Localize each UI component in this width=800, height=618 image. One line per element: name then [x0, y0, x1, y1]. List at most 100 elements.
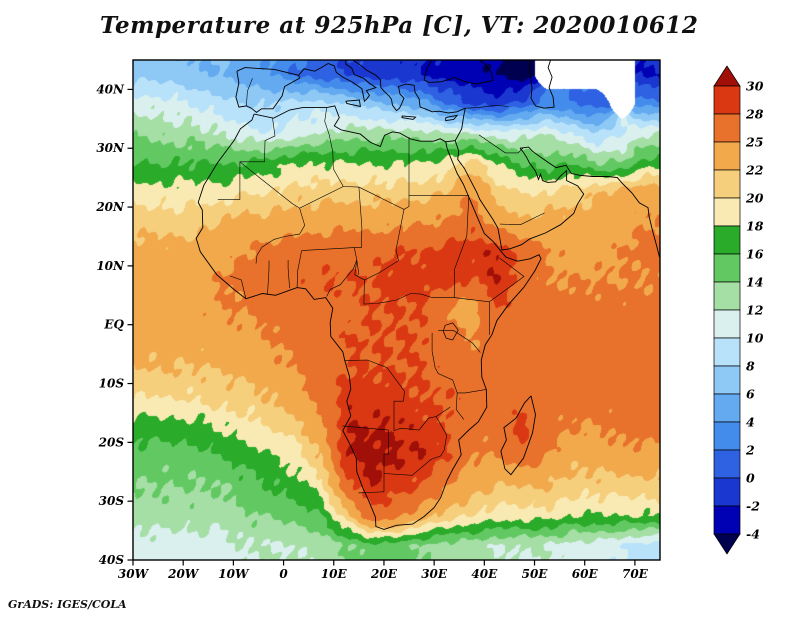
country-border: [383, 430, 389, 492]
lon-tick-label: 10W: [218, 567, 250, 581]
lon-tick-label: 50E: [522, 567, 549, 581]
country-border: [358, 491, 385, 494]
coastline: [401, 115, 417, 120]
coastline: [235, 67, 301, 113]
lon-tick-label: 20E: [370, 567, 398, 581]
lat-tick-label: 30N: [96, 141, 125, 155]
colorbar-band: [713, 169, 741, 199]
country-border: [499, 212, 545, 226]
colorbar-tick-label: 10: [746, 331, 764, 346]
country-border: [478, 134, 524, 154]
country-border: [296, 250, 302, 288]
temperature-field: [133, 60, 660, 560]
coastline: [445, 114, 459, 122]
country-border: [453, 195, 470, 298]
country-border: [431, 332, 465, 420]
lat-tick-label: 30S: [99, 494, 125, 508]
country-border: [438, 330, 481, 353]
colorbar-band: [713, 505, 741, 535]
coastline: [423, 60, 433, 81]
lat-tick-label: 40N: [96, 82, 125, 96]
coastline: [298, 60, 377, 103]
colorbar-band: [713, 85, 741, 115]
colorbar-tick-label: -2: [746, 499, 760, 514]
colorbar-band: [713, 337, 741, 367]
lon-tick-label: 10E: [321, 567, 348, 581]
lat-tick-label: EQ: [103, 318, 124, 332]
country-border: [217, 118, 276, 200]
country-border: [287, 260, 290, 289]
colorbar-band: [713, 225, 741, 255]
lon-tick-label: 70E: [622, 567, 649, 581]
country-border: [342, 425, 389, 431]
coastline: [352, 60, 466, 114]
colorbar-tick-label: 18: [746, 219, 764, 234]
lon-tick-label: 20W: [167, 567, 200, 581]
colorbar-band: [713, 141, 741, 171]
coastline: [500, 395, 536, 476]
colorbar-tick-label: 4: [746, 415, 755, 430]
country-border: [432, 297, 490, 303]
map-frame: [132, 59, 661, 561]
colorbar-band: [713, 421, 741, 451]
country-border: [255, 208, 306, 264]
lat-tick-label: 10S: [99, 377, 125, 391]
colorbar-band: [713, 281, 741, 311]
grads-credit: GrADS: IGES/COLA: [8, 598, 127, 611]
colorbar-band: [713, 477, 741, 507]
map-outlines-layer: [195, 60, 660, 530]
colorbar-arrow-below: [713, 533, 741, 555]
lon-tick-label: 60E: [572, 567, 599, 581]
colorbar-tick-label: 22: [745, 163, 764, 178]
country-border: [246, 78, 253, 106]
lake-outline: [442, 322, 459, 341]
plot-title: Temperature at 925hPa [C], VT: 202001061…: [100, 12, 699, 39]
lat-tick-label: 10N: [96, 259, 125, 273]
country-border: [343, 186, 410, 210]
colorbar-tick-label: 0: [746, 471, 755, 486]
country-border: [301, 247, 355, 251]
coastline: [195, 105, 542, 530]
country-border: [383, 416, 448, 476]
colorbar-tick-label: 8: [746, 359, 755, 374]
colorbar-band: [713, 197, 741, 227]
coastline: [528, 60, 555, 109]
coastline: [454, 140, 585, 251]
country-border: [324, 107, 344, 187]
lon-tick-label: 30W: [118, 567, 150, 581]
coastline: [423, 60, 493, 85]
colorbar-band: [713, 309, 741, 339]
colorbar-tick-label: 25: [745, 135, 763, 150]
colorbar-band: [713, 113, 741, 143]
country-border: [354, 259, 399, 281]
country-border: [229, 275, 247, 299]
country-border: [344, 359, 405, 402]
colorbar-band: [713, 393, 741, 423]
country-border: [408, 137, 469, 196]
colorbar-tick-label: 6: [746, 387, 755, 402]
country-border: [457, 389, 487, 394]
colorbar-tick-label: 28: [745, 107, 764, 122]
country-border: [353, 187, 363, 275]
lon-tick-label: 30E: [421, 567, 448, 581]
coastline: [445, 108, 466, 143]
coastline: [345, 99, 361, 108]
country-border: [267, 260, 270, 295]
colorbar-tick-label: 30: [746, 79, 764, 94]
colorbar-tick-label: -4: [746, 527, 760, 542]
coastline: [519, 146, 660, 258]
country-border: [395, 209, 405, 261]
colorbar-tick-label: 16: [746, 247, 764, 262]
lon-tick-label: 40E: [471, 567, 498, 581]
colorbar-tick-label: 14: [746, 275, 763, 290]
colorbar-band: [713, 253, 741, 283]
country-border: [239, 161, 344, 209]
lat-tick-label: 20N: [95, 200, 125, 214]
colorbar-tick-label: 12: [746, 303, 764, 318]
country-border: [326, 259, 358, 297]
lat-tick-label: 40S: [99, 553, 125, 567]
country-border: [465, 104, 509, 109]
country-border: [393, 400, 451, 432]
